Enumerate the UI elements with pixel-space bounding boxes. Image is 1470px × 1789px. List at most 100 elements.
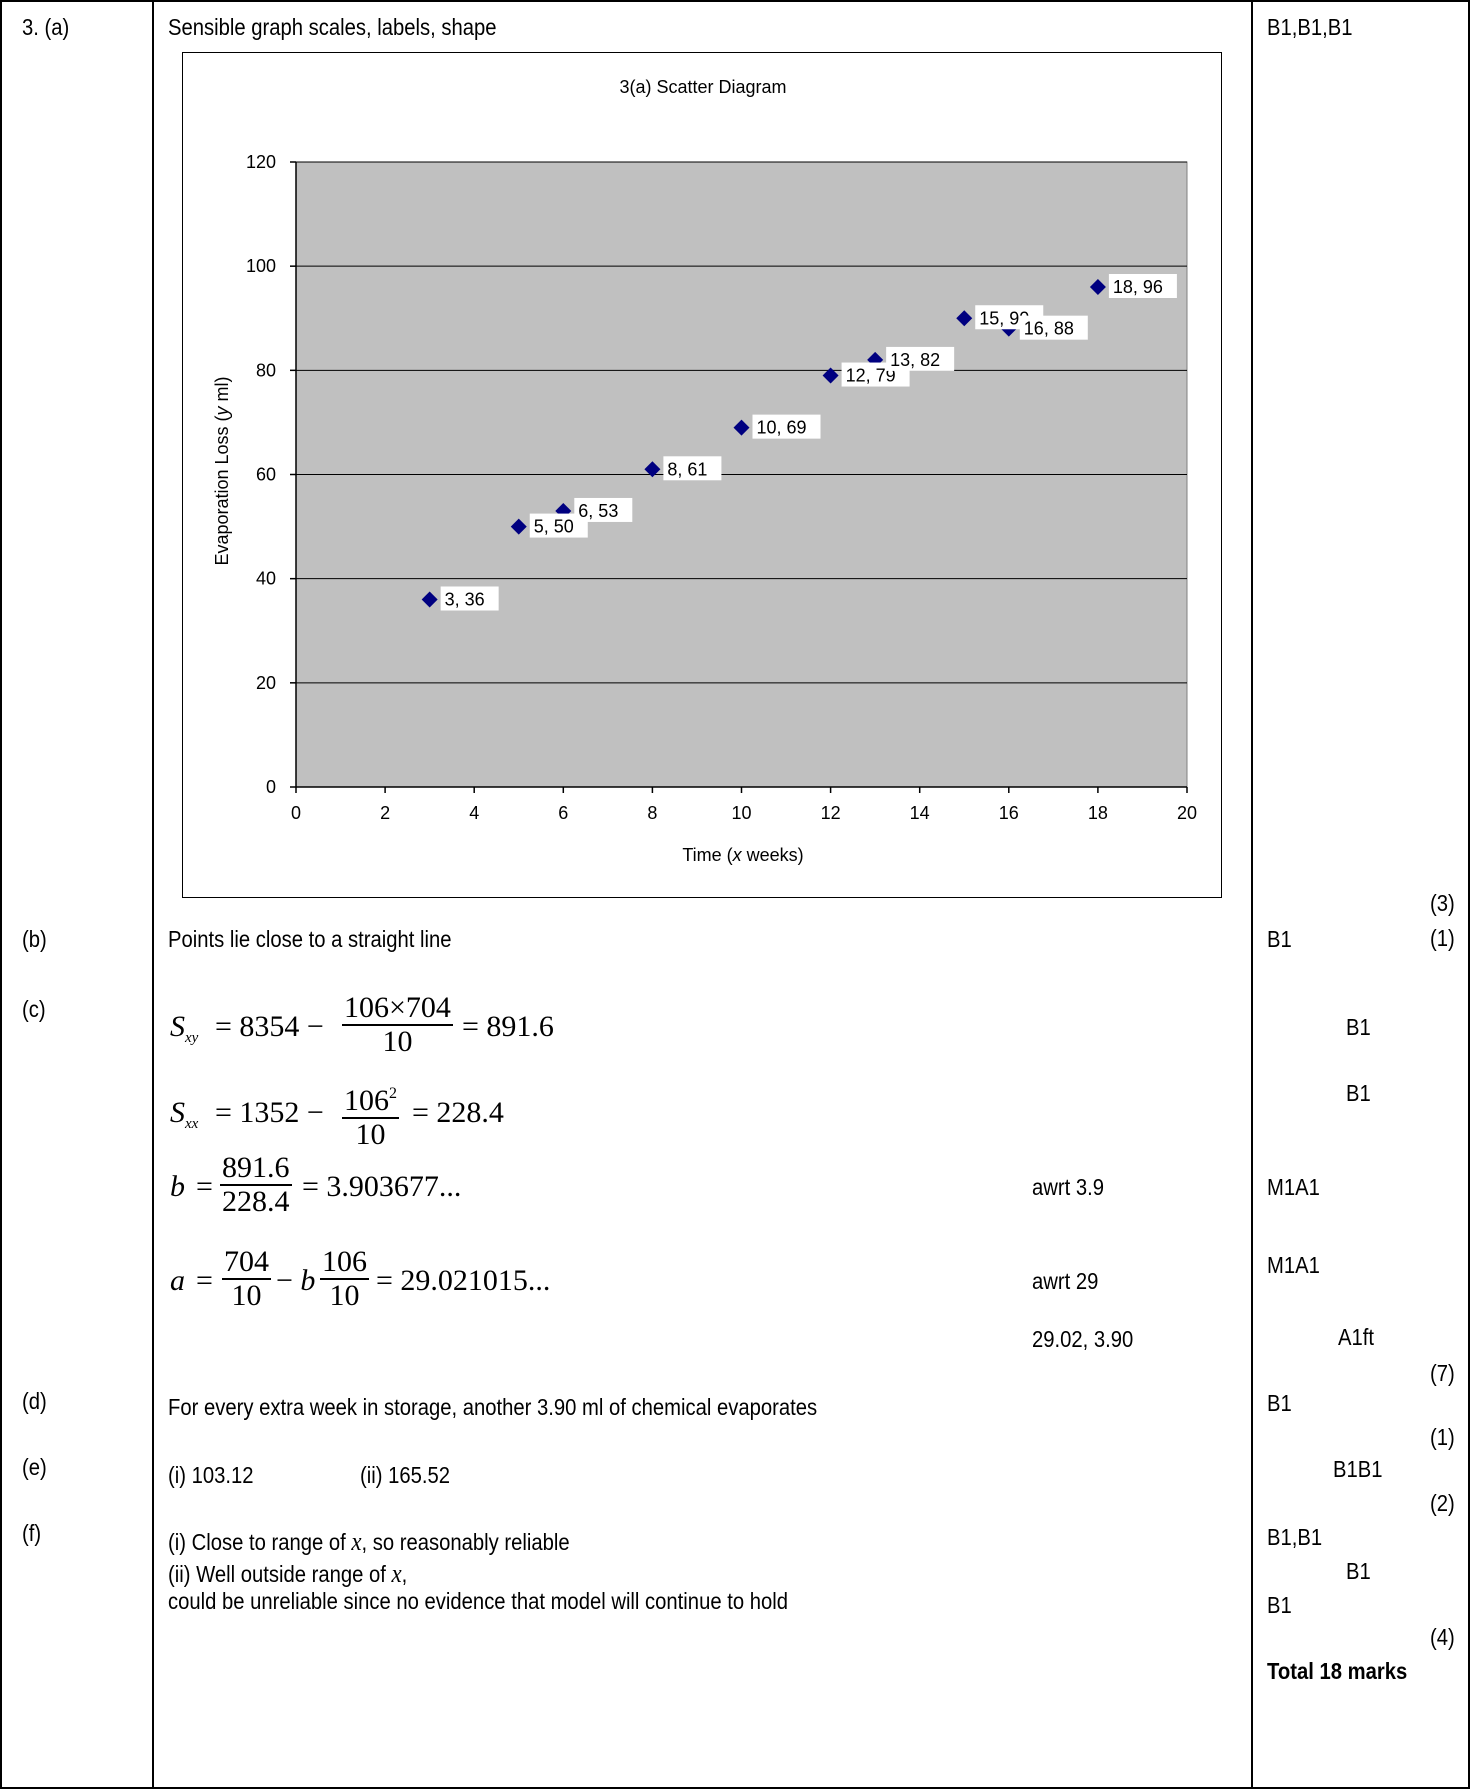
x-tick-label: 4 bbox=[469, 803, 479, 823]
data-point-marker bbox=[644, 461, 661, 478]
data-label-bg bbox=[1019, 315, 1088, 340]
a-numerator-1: 704 bbox=[224, 1245, 269, 1278]
part-c-subtotal: (7) bbox=[1430, 1360, 1455, 1386]
part-f-subtotal: (4) bbox=[1430, 1624, 1455, 1650]
a-pre: = bbox=[196, 1264, 213, 1297]
data-point-marker bbox=[555, 502, 572, 519]
a-note: awrt 29 bbox=[1032, 1268, 1099, 1294]
sxx-numerator: 1062 bbox=[344, 1084, 397, 1117]
x-axis-title: Time (x weeks) bbox=[682, 845, 803, 865]
part-e-label: (e) bbox=[22, 1454, 47, 1480]
x-tick-label: 2 bbox=[380, 803, 390, 823]
data-point-marker bbox=[510, 518, 527, 535]
data-label: 16, 88 bbox=[1019, 315, 1088, 340]
sxx-mark: B1 bbox=[1346, 1080, 1371, 1106]
part-c-label: (c) bbox=[22, 996, 46, 1022]
part-f-mark-2: B1 bbox=[1346, 1558, 1371, 1584]
data-label-bg bbox=[752, 414, 821, 439]
data-label-text: 3, 36 bbox=[445, 590, 485, 610]
sxy-post: = 891.6 bbox=[462, 1010, 554, 1043]
y-tick-label: 60 bbox=[256, 465, 276, 485]
b-lhs: b bbox=[170, 1170, 185, 1203]
data-label-text: 8, 61 bbox=[667, 459, 707, 479]
sxy-lhs: Sxy bbox=[170, 1010, 199, 1046]
part-d-label: (d) bbox=[22, 1388, 47, 1414]
data-label: 13, 82 bbox=[886, 346, 955, 371]
data-label-bg bbox=[440, 586, 499, 611]
data-label-text: 12, 79 bbox=[846, 366, 896, 386]
data-point-marker bbox=[822, 367, 839, 384]
data-label: 6, 53 bbox=[574, 497, 633, 522]
part-b-subtotal: (1) bbox=[1430, 925, 1455, 951]
y-tick-label: 20 bbox=[256, 673, 276, 693]
part-e-marks: B1B1 bbox=[1333, 1456, 1383, 1482]
data-label-bg bbox=[663, 456, 722, 481]
data-label-text: 15, 90 bbox=[979, 308, 1029, 328]
b-numerator: 891.6 bbox=[222, 1151, 290, 1184]
part-e-answer-i: (i) 103.12 bbox=[168, 1462, 254, 1488]
sxx-denominator: 10 bbox=[342, 1117, 399, 1151]
part-f-line-2: (ii) Well outside range of x, bbox=[168, 1559, 408, 1588]
x-tick-label: 20 bbox=[1177, 803, 1197, 823]
part-f-line-3: could be unreliable since no evidence th… bbox=[168, 1588, 788, 1614]
data-point-marker bbox=[956, 310, 973, 327]
b-pre: = bbox=[196, 1170, 213, 1203]
part-b-marks: B1 bbox=[1267, 926, 1292, 952]
x-tick-label: 10 bbox=[731, 803, 751, 823]
b-post: = 3.903677... bbox=[302, 1170, 462, 1203]
data-point-marker bbox=[1089, 279, 1106, 295]
x-tick-label: 12 bbox=[821, 803, 841, 823]
b-denominator: 228.4 bbox=[220, 1184, 292, 1218]
x-tick-label: 6 bbox=[558, 803, 568, 823]
part-f-label: (f) bbox=[22, 1520, 42, 1546]
data-point-marker bbox=[733, 419, 750, 436]
y-tick-label: 40 bbox=[256, 569, 276, 589]
chart-svg: 3(a) Scatter Diagram 0 2 4 6 8 10 12 14 16 18 20 0… bbox=[212, 77, 1197, 865]
sxx-lhs: Sxx bbox=[170, 1096, 199, 1132]
data-label-text: 6, 53 bbox=[578, 501, 618, 521]
part-e-answer-ii: (ii) 165.52 bbox=[360, 1462, 451, 1488]
a-lhs: a bbox=[170, 1264, 185, 1297]
x-tick-labels: 0 2 4 6 8 10 12 14 16 18 20 bbox=[291, 803, 1197, 823]
x-tick-label: 0 bbox=[291, 803, 301, 823]
a-denominator-1: 10 bbox=[222, 1278, 271, 1312]
a-denominator-2: 10 bbox=[320, 1278, 369, 1312]
y-tick-labels: 0 20 40 60 80 100 120 bbox=[246, 152, 276, 797]
table-top-border bbox=[0, 0, 1470, 2]
data-label: 10, 69 bbox=[752, 414, 821, 439]
column-divider-1 bbox=[152, 0, 154, 1789]
data-label-bg bbox=[886, 346, 955, 371]
a-fraction-1: 704 10 bbox=[222, 1246, 271, 1312]
data-label: 3, 36 bbox=[440, 586, 499, 611]
part-a-marks: B1,B1,B1 bbox=[1267, 14, 1353, 40]
chart-title: 3(a) Scatter Diagram bbox=[619, 77, 786, 97]
sxy-fraction: 106×704 10 bbox=[342, 992, 453, 1058]
grid-lines bbox=[296, 161, 1187, 684]
y-tick-label: 0 bbox=[266, 777, 276, 797]
scatter-chart: 3(a) Scatter Diagram 0 2 4 6 8 10 12 14 16 18 20 0… bbox=[182, 52, 1222, 898]
x-tick-label: 8 bbox=[647, 803, 657, 823]
part-f-mark-3: B1 bbox=[1267, 1592, 1292, 1618]
data-points bbox=[421, 279, 1106, 608]
a-fraction-2: 106 10 bbox=[320, 1246, 369, 1312]
axes bbox=[290, 161, 1188, 793]
a-mid: − b bbox=[276, 1264, 316, 1297]
y-axis-title: Evaporation Loss (y ml) bbox=[212, 376, 232, 565]
data-label-text: 13, 82 bbox=[890, 350, 940, 370]
b-note: awrt 3.9 bbox=[1032, 1174, 1105, 1200]
data-label-text: 10, 69 bbox=[757, 418, 807, 438]
b-fraction: 891.6 228.4 bbox=[220, 1152, 292, 1218]
sxy-mark: B1 bbox=[1346, 1014, 1371, 1040]
part-d-text: For every extra week in storage, another… bbox=[168, 1394, 818, 1420]
table-left-border bbox=[0, 0, 2, 1789]
data-label-text: 18, 96 bbox=[1113, 277, 1163, 297]
data-label-bg bbox=[1108, 274, 1177, 298]
part-e-subtotal: (2) bbox=[1430, 1490, 1455, 1516]
data-label-bg bbox=[574, 497, 633, 522]
sxx-fraction: 1062 10 bbox=[342, 1078, 399, 1151]
part-f-mark-1: B1,B1 bbox=[1267, 1524, 1323, 1550]
data-point-marker bbox=[421, 591, 438, 608]
x-tick-label: 16 bbox=[999, 803, 1019, 823]
part-f-line-1: (i) Close to range of x, so reasonably r… bbox=[168, 1527, 570, 1556]
part-a-subtotal: (3) bbox=[1430, 890, 1455, 916]
